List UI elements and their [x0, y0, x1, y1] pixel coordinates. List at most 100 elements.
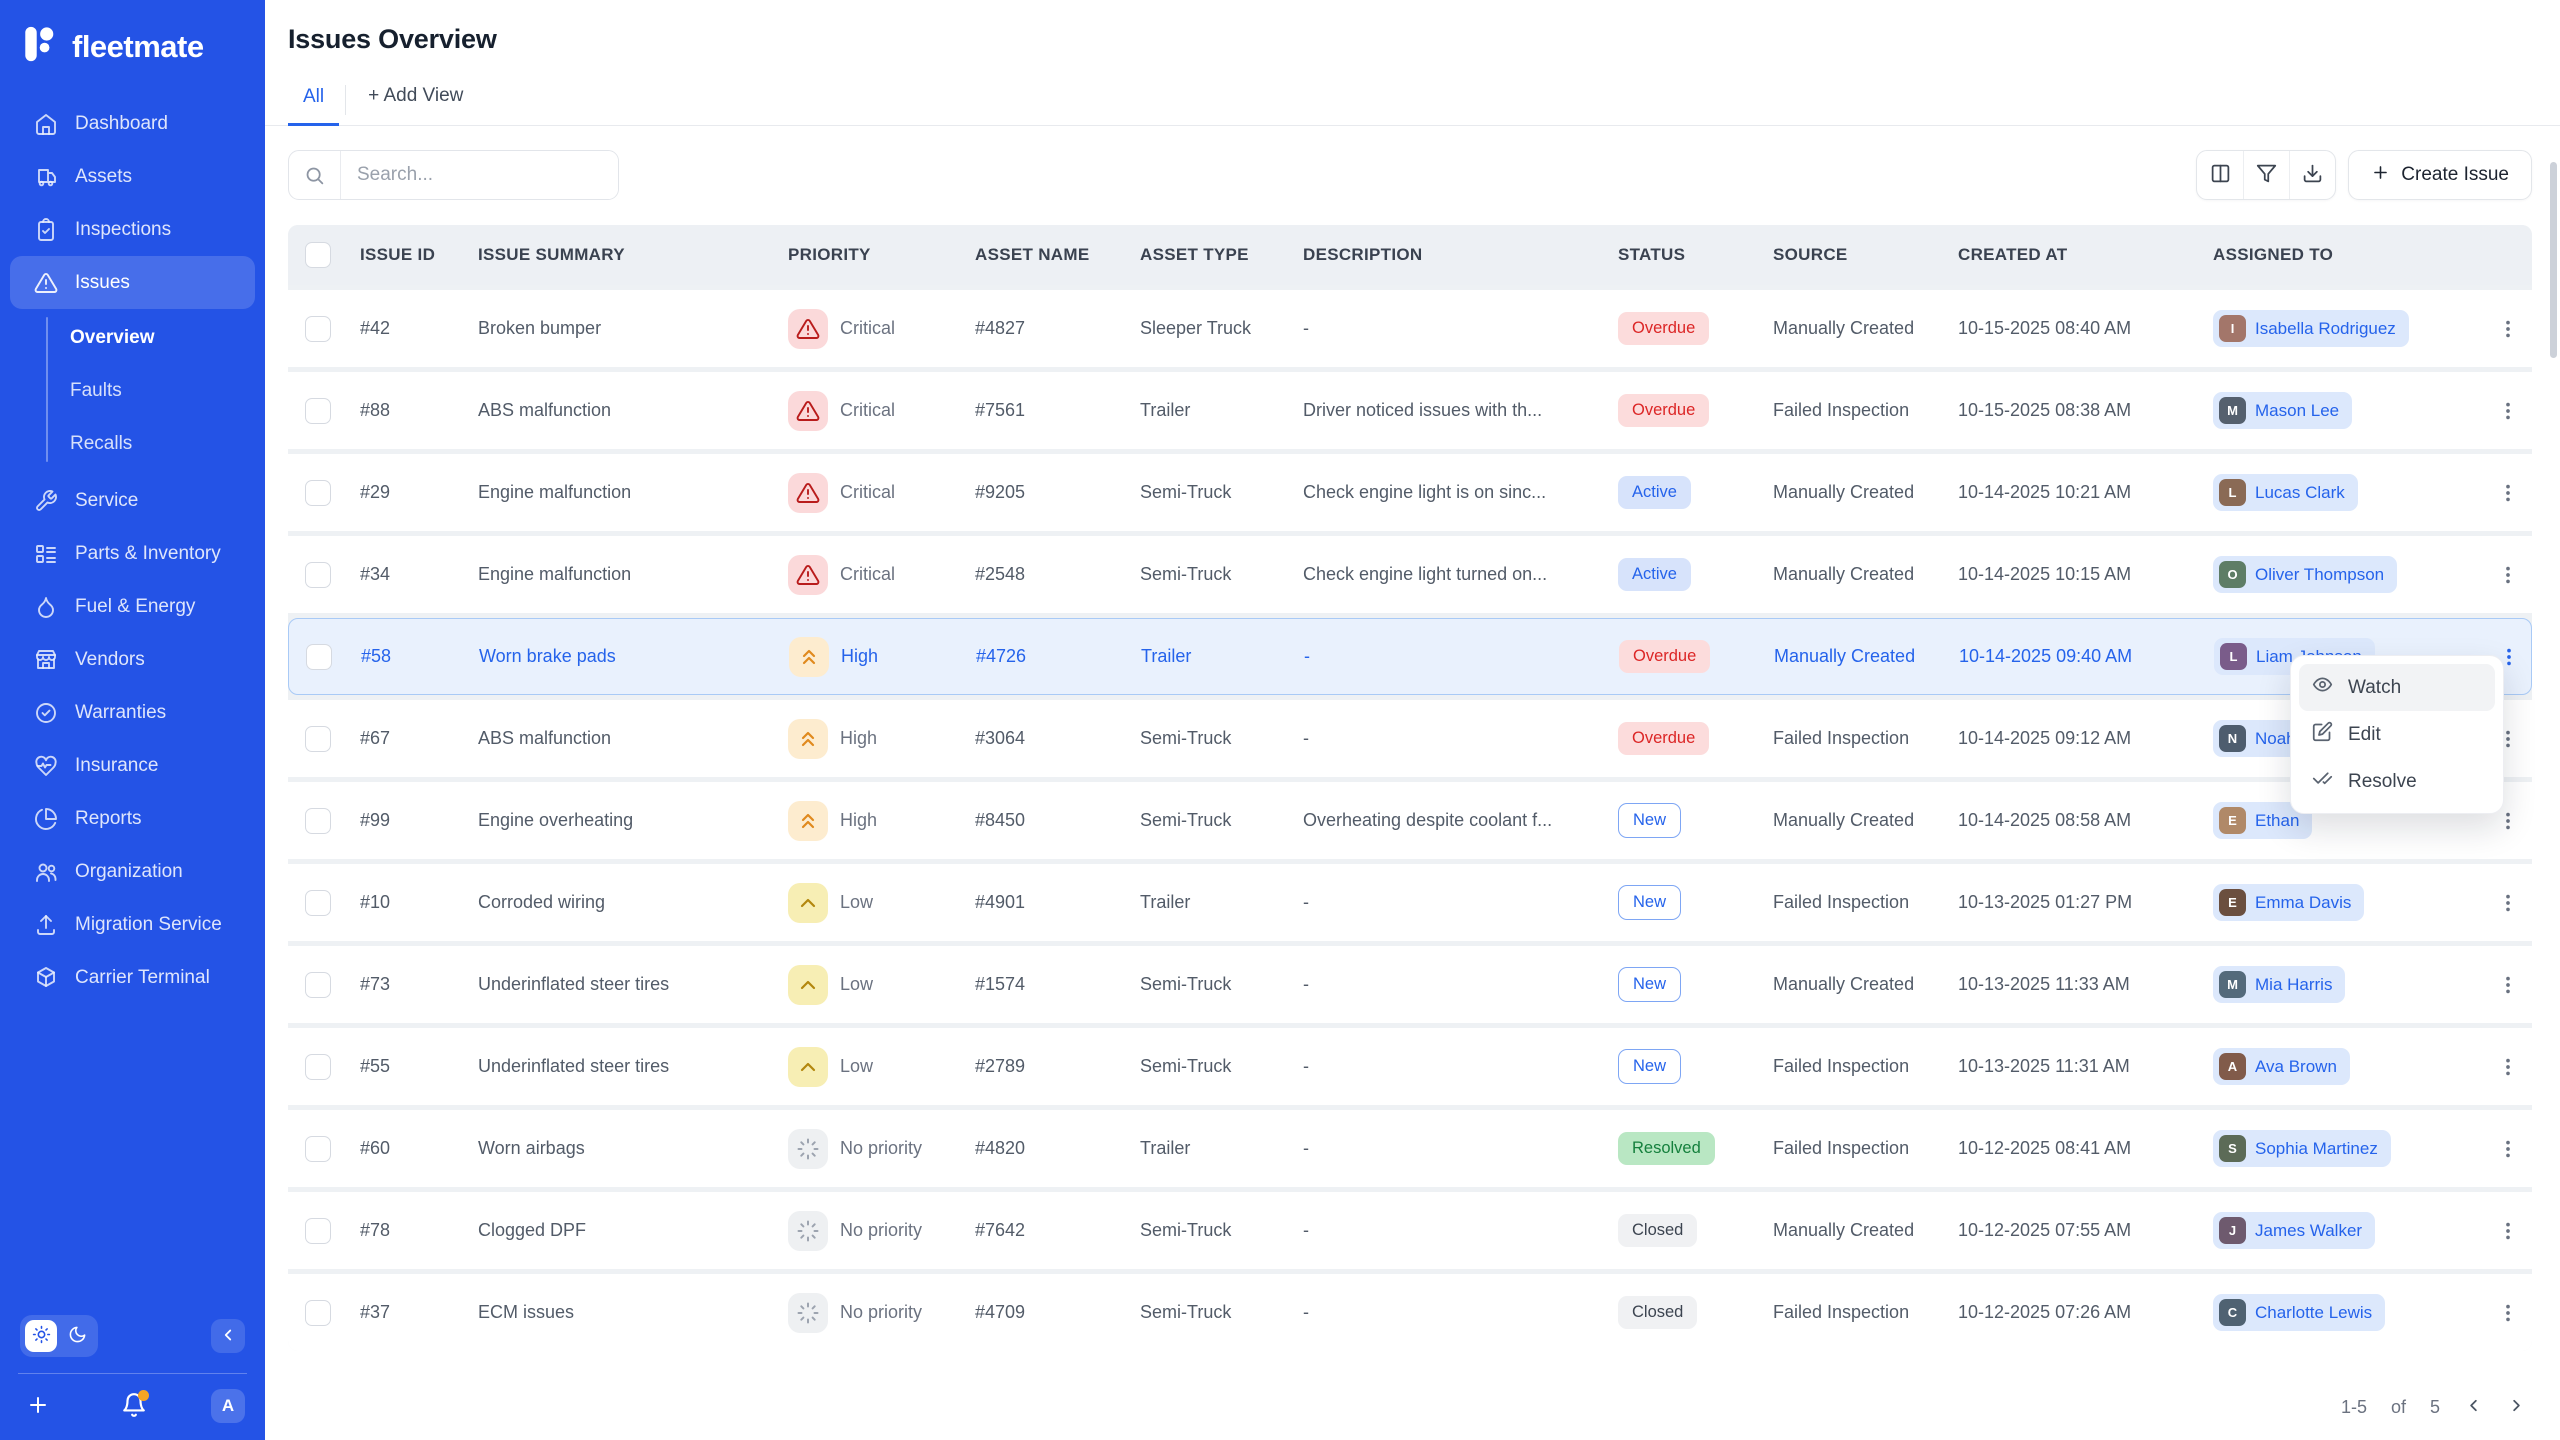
- collapse-sidebar-button[interactable]: [211, 1319, 245, 1353]
- assignee-chip[interactable]: I Isabella Rodriguez: [2213, 310, 2409, 347]
- row-actions-button[interactable]: [2488, 473, 2528, 513]
- add-button[interactable]: [20, 1388, 56, 1424]
- sidebar-item-migration-service[interactable]: Migration Service: [10, 898, 255, 951]
- search-input[interactable]: [341, 151, 618, 199]
- row-actions-button[interactable]: [2488, 1047, 2528, 1087]
- row-actions-button[interactable]: [2488, 1211, 2528, 1251]
- sidebar-item-assets[interactable]: Assets: [10, 150, 255, 203]
- sidebar-item-organization[interactable]: Organization: [10, 845, 255, 898]
- row-actions-button[interactable]: [2488, 391, 2528, 431]
- row-checkbox[interactable]: [305, 397, 331, 424]
- menu-item-watch[interactable]: Watch: [2299, 664, 2495, 711]
- row-checkbox[interactable]: [305, 1299, 331, 1326]
- row-checkbox[interactable]: [305, 479, 331, 506]
- assignee-chip[interactable]: M Mia Harris: [2213, 966, 2346, 1003]
- cell-description: Check engine light is on sinc...: [1303, 482, 1547, 502]
- user-avatar[interactable]: A: [211, 1389, 245, 1423]
- row-actions-button[interactable]: [2488, 1129, 2528, 1169]
- row-checkbox[interactable]: [305, 1053, 331, 1080]
- sidebar-item-reports[interactable]: Reports: [10, 792, 255, 845]
- table-row[interactable]: #58 Worn brake pads High #4726 Trailer - Overd…: [288, 618, 2532, 695]
- row-checkbox[interactable]: [305, 315, 331, 342]
- sidebar-subitem-overview[interactable]: Overview: [70, 326, 155, 348]
- sidebar-item-carrier-terminal[interactable]: Carrier Terminal: [10, 951, 255, 1004]
- assignee-chip[interactable]: O Oliver Thompson: [2213, 556, 2398, 593]
- sidebar-item-vendors[interactable]: Vendors: [10, 633, 255, 686]
- table-row[interactable]: #37 ECM issues No priority #4709 Semi-Truck -…: [288, 1274, 2532, 1351]
- table-row[interactable]: #88 ABS malfunction Critical #7561 Trailer Dr…: [288, 372, 2532, 449]
- columns-button[interactable]: [2197, 151, 2243, 199]
- cell-asset-name: #7561: [975, 400, 1026, 420]
- filter-button[interactable]: [2243, 151, 2289, 199]
- download-button[interactable]: [2289, 151, 2335, 199]
- sidebar-bottom: A: [0, 1315, 265, 1440]
- row-checkbox[interactable]: [305, 889, 331, 916]
- table-row[interactable]: #10 Corroded wiring Low #4901 Trailer - New Fai…: [288, 864, 2532, 941]
- row-checkbox[interactable]: [305, 1217, 331, 1244]
- cell-issue-id: #55: [360, 1056, 391, 1076]
- brand-logo[interactable]: fleetmate: [0, 0, 265, 83]
- cell-issue-id: #58: [361, 646, 392, 666]
- table-row[interactable]: #60 Worn airbags No priority #4820 Trailer - R…: [288, 1110, 2532, 1187]
- assignee-chip[interactable]: S Sophia Martinez: [2213, 1130, 2391, 1167]
- table-row[interactable]: #73 Underinflated steer tires Low #1574 Semi…: [288, 946, 2532, 1023]
- column-header-issue-summary: ISSUE SUMMARY: [478, 245, 625, 264]
- sidebar-subitem-recalls[interactable]: Recalls: [70, 432, 133, 454]
- assignee-chip[interactable]: E Emma Davis: [2213, 884, 2365, 921]
- row-actions-button[interactable]: [2488, 965, 2528, 1005]
- sidebar-item-inspections[interactable]: Inspections: [10, 203, 255, 256]
- sidebar-subitem-faults[interactable]: Faults: [70, 379, 122, 401]
- sidebar-item-fuel-energy[interactable]: Fuel & Energy: [10, 580, 255, 633]
- menu-item-resolve[interactable]: Resolve: [2299, 758, 2495, 805]
- cell-issue-id: #37: [360, 1302, 391, 1322]
- row-actions-button[interactable]: [2488, 801, 2528, 841]
- table-row[interactable]: #34 Engine malfunction Critical #2548 Semi-T…: [288, 536, 2532, 613]
- cell-created-at: 10-15-2025 08:40 AM: [1958, 318, 2132, 338]
- cell-issue-summary: Worn brake pads: [479, 646, 616, 666]
- row-actions-button[interactable]: [2488, 309, 2528, 349]
- brand-logo-icon: [22, 24, 60, 69]
- light-mode-button[interactable]: [25, 1320, 57, 1352]
- row-checkbox[interactable]: [305, 561, 331, 588]
- table-row[interactable]: #78 Clogged DPF No priority #7642 Semi-Truck…: [288, 1192, 2532, 1269]
- row-actions-button[interactable]: [2488, 719, 2528, 759]
- sidebar-item-warranties[interactable]: Warranties: [10, 686, 255, 739]
- row-actions-button[interactable]: [2489, 637, 2529, 677]
- row-checkbox[interactable]: [305, 1135, 331, 1162]
- sidebar-item-service[interactable]: Service: [10, 474, 255, 527]
- menu-item-edit[interactable]: Edit: [2299, 711, 2495, 758]
- dark-mode-button[interactable]: [61, 1320, 93, 1352]
- sidebar-item-insurance[interactable]: Insurance: [10, 739, 255, 792]
- row-actions-button[interactable]: [2488, 883, 2528, 923]
- select-all-checkbox[interactable]: [305, 242, 331, 268]
- table-row[interactable]: #67 ABS malfunction High #3064 Semi-Truck - Ov…: [288, 700, 2532, 777]
- row-checkbox[interactable]: [305, 807, 331, 834]
- chevron-right-icon: [2507, 1396, 2526, 1418]
- previous-page-button[interactable]: [2464, 1396, 2483, 1418]
- table-row[interactable]: #29 Engine malfunction Critical #9205 Semi-T…: [288, 454, 2532, 531]
- assignee-chip[interactable]: A Ava Brown: [2213, 1048, 2350, 1085]
- sidebar-item-issues[interactable]: Issues: [10, 256, 255, 309]
- assignee-chip[interactable]: C Charlotte Lewis: [2213, 1294, 2386, 1331]
- row-checkbox[interactable]: [306, 643, 332, 670]
- notifications-button[interactable]: [116, 1388, 152, 1424]
- row-checkbox[interactable]: [305, 725, 331, 752]
- assignee-chip[interactable]: M Mason Lee: [2213, 392, 2353, 429]
- table-row[interactable]: #55 Underinflated steer tires Low #2789 Semi…: [288, 1028, 2532, 1105]
- assignee-chip[interactable]: J James Walker: [2213, 1212, 2376, 1249]
- table-row[interactable]: #99 Engine overheating High #8450 Semi-Truck…: [288, 782, 2532, 859]
- sidebar-item-dashboard[interactable]: Dashboard: [10, 97, 255, 150]
- row-actions-button[interactable]: [2488, 555, 2528, 595]
- assignee-chip[interactable]: L Lucas Clark: [2213, 474, 2358, 511]
- add-view-button[interactable]: + Add View: [368, 85, 464, 106]
- cell-priority: Critical: [788, 554, 975, 595]
- scrollbar-thumb[interactable]: [2550, 162, 2557, 358]
- row-actions-button[interactable]: [2488, 1293, 2528, 1333]
- next-page-button[interactable]: [2507, 1396, 2526, 1418]
- sidebar-item-parts-inventory[interactable]: Parts & Inventory: [10, 527, 255, 580]
- create-issue-button[interactable]: Create Issue: [2348, 150, 2532, 200]
- row-checkbox[interactable]: [305, 971, 331, 998]
- cell-created-at: 10-15-2025 08:38 AM: [1958, 400, 2132, 420]
- table-row[interactable]: #42 Broken bumper Critical #4827 Sleeper Tru…: [288, 290, 2532, 367]
- tab-all[interactable]: All: [288, 86, 340, 126]
